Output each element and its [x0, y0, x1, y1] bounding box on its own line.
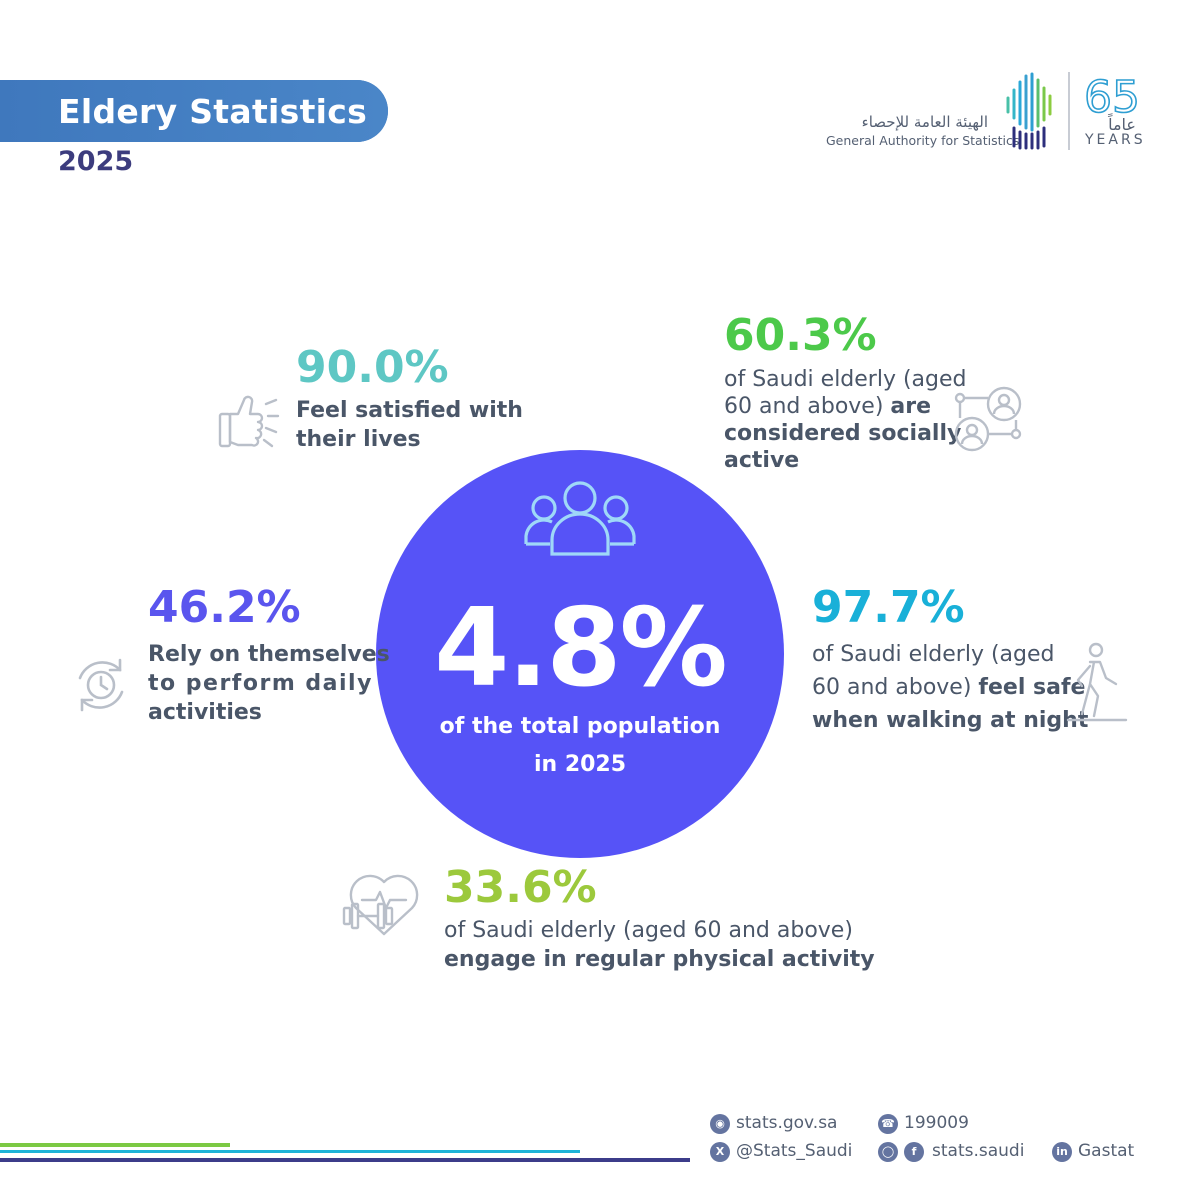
- title-banner: Eldery Statistics: [0, 80, 388, 142]
- social-line4: active: [724, 448, 800, 473]
- satisfied-line2: their lives: [296, 427, 421, 452]
- social-description: of Saudi elderly (aged 60 and above) are…: [724, 366, 967, 474]
- clock-cycle-icon: [78, 658, 124, 712]
- safety-line2-regular: 60 and above): [812, 675, 972, 700]
- satisfied-line1: Feel satisfied with: [296, 398, 523, 423]
- footer-social[interactable]: stats.saudi: [932, 1141, 1025, 1161]
- population-percentage: 4.8%: [434, 586, 728, 711]
- social-line2-bold: are: [890, 394, 932, 419]
- footer-phone[interactable]: 199009: [904, 1113, 969, 1133]
- walking-person-icon: [1066, 642, 1128, 722]
- safety-line3: when walking at night: [812, 708, 1089, 733]
- logo-divider: [1068, 72, 1070, 150]
- org-name-english: General Authority for Statistics: [826, 133, 1020, 148]
- population-circle: [376, 450, 784, 858]
- self-reliance-line3: activities: [148, 700, 262, 725]
- footer-line-green: [0, 1143, 230, 1147]
- footer-website[interactable]: stats.gov.sa: [736, 1113, 838, 1133]
- instagram-icon: ◯: [878, 1142, 898, 1162]
- satisfied-percentage: 90.0%: [296, 342, 449, 393]
- population-label-line2: in 2025: [533, 752, 627, 777]
- safety-line1: of Saudi elderly (aged: [812, 642, 1055, 667]
- activity-line2: engage in regular physical activity: [444, 947, 875, 972]
- thumbs-up-icon: [218, 395, 280, 448]
- social-line1: of Saudi elderly (aged: [724, 367, 967, 392]
- safety-description: of Saudi elderly (aged 60 and above) fee…: [812, 638, 1088, 737]
- heart-dumbbell-icon: [342, 874, 419, 936]
- activity-percentage: 33.6%: [444, 862, 597, 913]
- social-line2-regular: 60 and above): [724, 394, 884, 419]
- social-network-icon: [954, 386, 1022, 452]
- social-line3: considered socially: [724, 421, 962, 446]
- facebook-icon: f: [904, 1142, 924, 1162]
- satisfied-description: Feel satisfied with their lives: [296, 396, 523, 454]
- anniversary-65-icon: 65 عاماً: [1083, 72, 1141, 132]
- self-reliance-percentage: 46.2%: [148, 582, 301, 633]
- globe-icon: ◉: [710, 1114, 730, 1134]
- activity-description: of Saudi elderly (aged 60 and above) eng…: [444, 916, 875, 974]
- safety-line2-bold: feel safe: [978, 675, 1086, 700]
- activity-line1: of Saudi elderly (aged 60 and above): [444, 918, 853, 943]
- linkedin-icon: in: [1052, 1142, 1072, 1162]
- anniversary-number: 65: [1084, 72, 1140, 123]
- footer-linkedin[interactable]: Gastat: [1078, 1141, 1135, 1161]
- footer-twitter[interactable]: @Stats_Saudi: [736, 1141, 853, 1161]
- footer-line-blue: [0, 1150, 580, 1153]
- safety-percentage: 97.7%: [812, 582, 965, 633]
- population-label: of the total population in 2025: [376, 708, 784, 784]
- population-label-line1: of the total population: [439, 714, 721, 739]
- x-twitter-icon: X: [710, 1142, 730, 1162]
- org-name-arabic: الهيئة العامة للإحصاء: [861, 113, 988, 131]
- phone-icon: ☎: [878, 1114, 898, 1134]
- page-year: 2025: [58, 146, 134, 177]
- page-title: Eldery Statistics: [58, 92, 368, 131]
- group-of-people-icon: [524, 481, 636, 556]
- self-reliance-description: Rely on themselves to perform daily acti…: [148, 640, 390, 727]
- anniversary-arabic: عاماً: [1107, 112, 1136, 132]
- footer-line-purple: [0, 1158, 690, 1162]
- gastat-logo-icon: [1006, 72, 1052, 150]
- self-reliance-line1: Rely on themselves: [148, 642, 390, 667]
- social-percentage: 60.3%: [724, 310, 877, 361]
- anniversary-years: YEARS: [1085, 132, 1146, 148]
- self-reliance-line2: to perform daily: [148, 671, 373, 696]
